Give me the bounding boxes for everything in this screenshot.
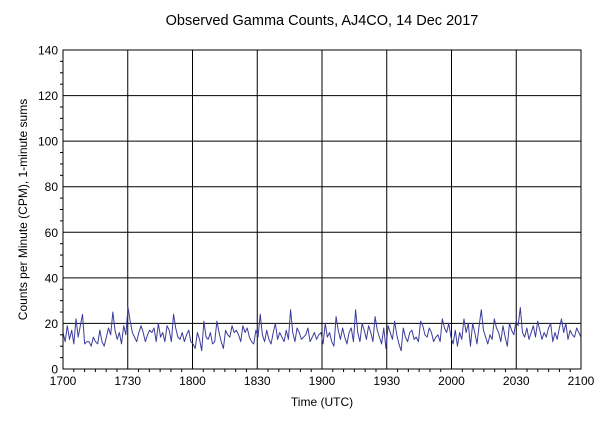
y-tick-label: 40 [45,271,59,285]
x-tick-label: 1800 [179,374,206,388]
y-axis-label: Counts per Minute (CPM), 1-minute sums [16,99,30,320]
x-tick-label: 1900 [309,374,336,388]
axes: 0 20 40 60 80 100 120 140 1700 1730 1800 1830 1900 19… [38,44,595,389]
y-tick-label: 140 [38,44,58,58]
y-tick-label: 100 [38,135,58,149]
x-tick-label: 2030 [503,374,530,388]
y-tick-label: 120 [38,89,58,103]
grid [62,49,582,370]
x-tick-label: 2100 [568,374,595,388]
x-axis-label: Time (UTC) [291,395,353,409]
y-tick-label: 80 [45,180,59,194]
series-layer [62,306,582,352]
chart-title: Observed Gamma Counts, AJ4CO, 14 Dec 201… [166,13,479,29]
x-tick-label: 2000 [438,374,465,388]
x-tick-label: 1830 [244,374,271,388]
y-tick-label: 20 [45,317,59,331]
x-tick-label: 1730 [114,374,141,388]
y-tick-label: 60 [45,226,59,240]
series-line-0 [62,306,582,352]
y-tick-label: 0 [51,363,58,377]
x-tick-label: 1930 [373,374,400,388]
x-tick-label: 1700 [50,374,77,388]
